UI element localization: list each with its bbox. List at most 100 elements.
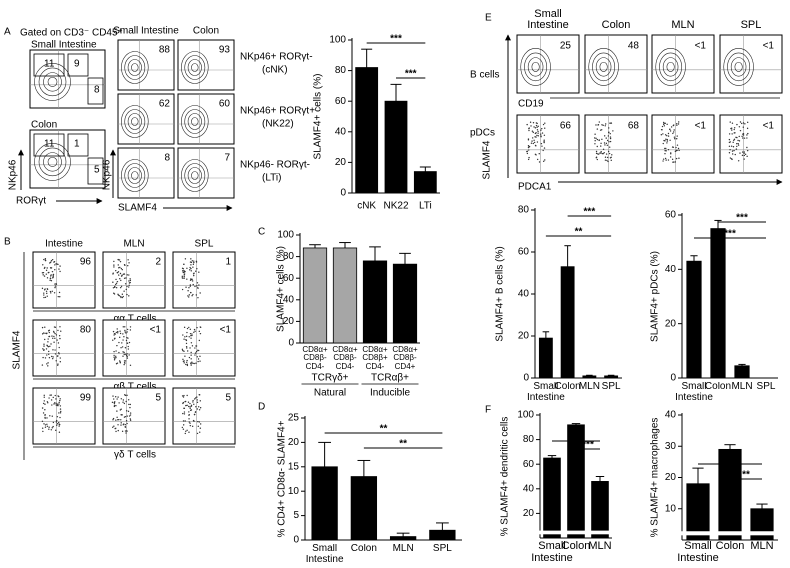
contour: [124, 163, 146, 188]
event-dot: [129, 364, 132, 366]
event-dot: [126, 355, 128, 358]
event-dot: [124, 430, 127, 432]
event-dot: [609, 140, 612, 143]
event-dot: [182, 268, 185, 270]
event-dot: [47, 365, 49, 367]
bar: [591, 481, 609, 539]
event-dot: [594, 140, 596, 142]
y-tick-label: 20: [288, 437, 300, 448]
y-axis-label: SLAMF4: [482, 140, 493, 179]
flow-plot: [651, 114, 715, 174]
event-dot: [671, 146, 674, 148]
event-dot: [528, 149, 530, 151]
flow-plot: [32, 319, 96, 377]
event-dot: [57, 295, 59, 298]
event-dot: [678, 157, 680, 159]
event-dot: [185, 404, 187, 407]
event-dot: [55, 429, 57, 432]
contour: [599, 61, 608, 72]
event-dot: [121, 293, 124, 295]
event-dot: [113, 350, 115, 353]
quadrant-value: 11: [44, 59, 55, 70]
event-dot: [190, 405, 193, 407]
event-dot: [115, 269, 117, 272]
group-label: Natural: [314, 388, 346, 399]
event-dot: [186, 327, 189, 330]
event-dot: [197, 358, 200, 360]
event-dot: [41, 287, 44, 290]
event-dot: [57, 395, 59, 397]
event-dot: [198, 271, 200, 273]
flow-plot: [719, 34, 783, 94]
event-dot: [117, 271, 120, 273]
event-dot: [604, 125, 606, 127]
event-dot: [527, 139, 530, 141]
column-header: Colon: [601, 19, 631, 32]
x-tick-label: MLN: [392, 544, 414, 554]
event-dot: [118, 267, 120, 269]
event-dot: [116, 328, 118, 330]
error-bar: [607, 374, 615, 376]
event-dot: [124, 426, 126, 428]
event-dot: [662, 160, 664, 162]
event-dot: [125, 339, 128, 342]
event-dot: [534, 132, 537, 135]
event-dot: [59, 412, 62, 414]
event-dot: [113, 402, 116, 405]
event-dot: [733, 132, 735, 134]
row-sublabel: (cNK): [262, 65, 288, 76]
event-dot: [119, 332, 122, 335]
event-dot: [739, 129, 742, 132]
event-dot: [196, 326, 198, 329]
error-bar: [357, 459, 371, 477]
event-dot: [607, 150, 610, 153]
event-dot: [183, 326, 186, 329]
event-dot: [46, 277, 49, 279]
event-dot: [112, 273, 114, 275]
event-dot: [731, 127, 733, 129]
x-tick-label-box: Small Intestine: [531, 541, 573, 563]
event-dot: [58, 412, 60, 414]
event-dot: [129, 412, 132, 414]
event-dot: [44, 357, 47, 359]
x-tick-label: Colon: [704, 382, 732, 392]
event-dot: [42, 402, 45, 405]
event-dot: [664, 134, 667, 136]
plot-title: Small Intestine: [31, 40, 97, 51]
event-dot: [49, 279, 51, 281]
x-tick-label-box: SPL: [433, 544, 452, 554]
event-dot: [190, 337, 192, 339]
quadrant-value: <1: [695, 41, 707, 52]
event-dot: [120, 279, 122, 282]
event-dot: [44, 338, 46, 341]
event-dot: [119, 278, 121, 280]
event-dot: [113, 405, 116, 408]
column-header: MLN: [671, 19, 695, 32]
event-dot: [185, 363, 187, 366]
group-label: Inducible: [370, 388, 410, 399]
event-dot: [46, 345, 49, 347]
event-dot: [597, 124, 600, 126]
event-dot: [58, 401, 60, 404]
x-tick-label: cNK: [357, 201, 376, 212]
event-dot: [603, 152, 605, 154]
quadrant-value: 99: [80, 393, 92, 404]
event-dot: [112, 287, 115, 289]
event-dot: [189, 328, 191, 331]
event-dot: [183, 338, 185, 340]
event-dot: [54, 402, 56, 404]
event-dot: [729, 149, 731, 151]
event-dot: [112, 330, 115, 333]
event-dot: [51, 404, 53, 406]
event-dot: [728, 133, 731, 135]
event-dot: [603, 135, 606, 137]
event-dot: [122, 339, 124, 341]
event-dot: [199, 292, 201, 294]
event-dot: [609, 137, 612, 140]
event-dot: [113, 354, 115, 357]
x-tick-label: Colon: [350, 544, 377, 554]
contour: [191, 171, 199, 180]
contour: [38, 67, 67, 97]
event-dot: [196, 285, 198, 287]
axis-break: [680, 531, 780, 536]
